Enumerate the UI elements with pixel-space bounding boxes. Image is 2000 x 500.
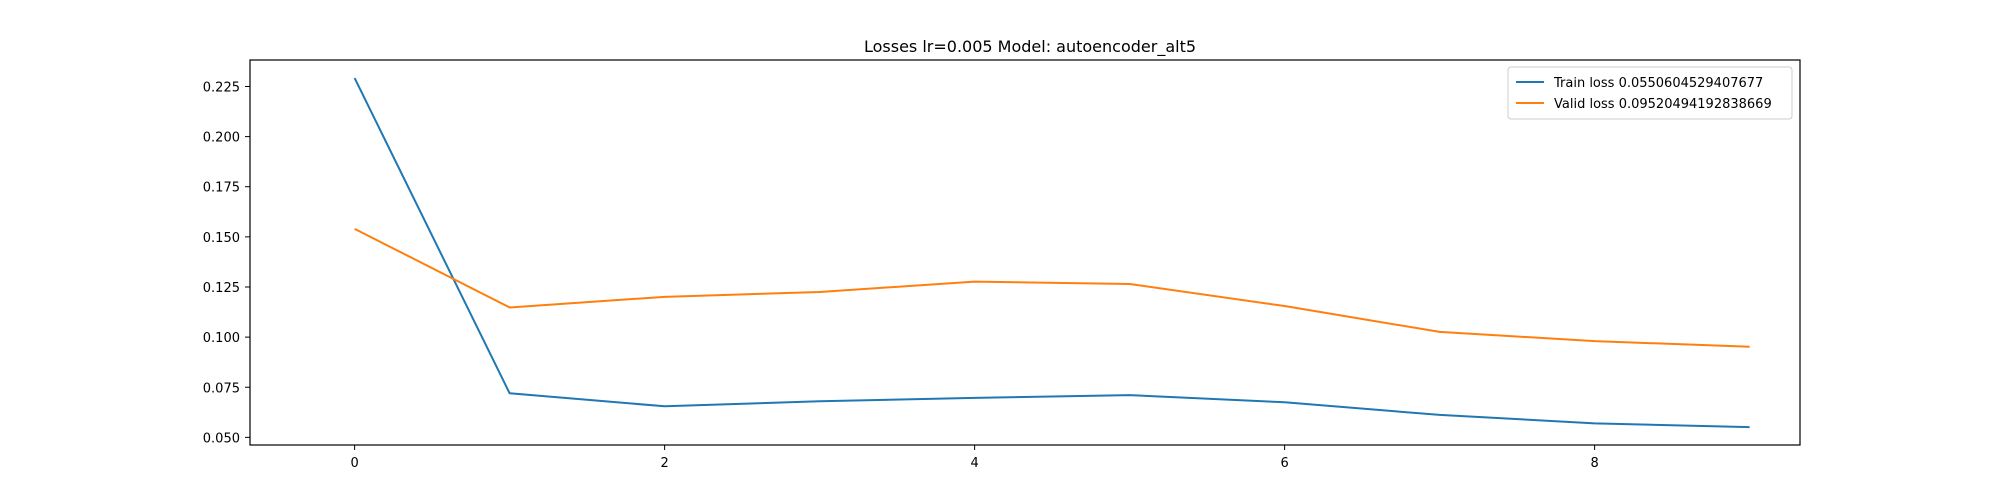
legend-item-valid-loss: Valid loss 0.09520494192838669 — [1516, 97, 1772, 112]
series-line-train-loss — [353, 77, 1750, 429]
y-tick-label: 0.050 — [203, 431, 240, 446]
plot-area: 0 2 4 6 8 0.050 0.075 0.100 0.125 0.150 0.175 0.20… — [203, 59, 1801, 471]
y-tick-label: 0.075 — [203, 381, 240, 396]
x-tick-label: 6 — [1280, 456, 1288, 471]
x-tick-label: 2 — [660, 456, 668, 471]
legend-box — [1507, 66, 1793, 120]
y-tick-label: 0.200 — [203, 131, 240, 146]
legend: Train loss 0.0550604529407677 Valid loss … — [1507, 66, 1793, 120]
axes-frame — [249, 59, 1801, 446]
y-axis-ticks: 0.050 0.075 0.100 0.125 0.150 0.175 0.200 0.225 — [203, 80, 250, 446]
legend-label: Train loss 0.0550604529407677 — [1553, 76, 1763, 91]
legend-item-train-loss: Train loss 0.0550604529407677 — [1516, 76, 1763, 91]
y-tick-label: 0.225 — [203, 80, 240, 95]
legend-label: Valid loss 0.09520494192838669 — [1554, 97, 1772, 112]
series-layer — [353, 77, 1750, 429]
x-tick-label: 4 — [970, 456, 978, 471]
y-tick-label: 0.125 — [203, 281, 240, 296]
y-tick-label: 0.100 — [203, 331, 240, 346]
y-tick-label: 0.175 — [203, 181, 240, 196]
x-tick-label: 0 — [350, 456, 358, 471]
x-axis-ticks: 0 2 4 6 8 — [350, 445, 1599, 471]
chart-title: Losses lr=0.005 Model: autoencoder_alt5 — [864, 37, 1196, 57]
y-tick-label: 0.150 — [203, 231, 240, 246]
series-line-valid-loss — [354, 227, 1750, 348]
x-tick-label: 8 — [1590, 456, 1598, 471]
